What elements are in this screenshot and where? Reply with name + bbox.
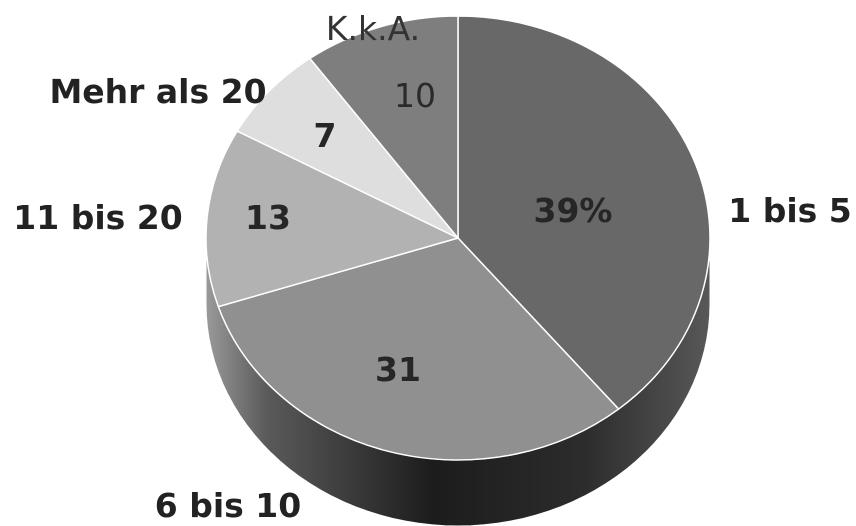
- slice-value-kka: 10: [394, 76, 436, 115]
- pie-slice-11-bis-20: [205, 130, 459, 308]
- pie-slice-1-bis-5: [457, 15, 711, 410]
- pie-slice-k-k-a: [309, 15, 459, 239]
- slice-label-6-bis-10: 6 bis 10: [155, 486, 301, 525]
- slice-label-kka: K.k.A.: [326, 9, 420, 48]
- pie-slice-6-bis-10: [217, 237, 620, 461]
- slice-label-mehr-als-20: Mehr als 20: [49, 72, 266, 111]
- slice-value-6-bis-10: 31: [375, 350, 421, 389]
- slice-value-1-bis-5: 39%: [534, 191, 613, 230]
- slice-value-mehr-als-20: 7: [314, 116, 337, 155]
- pie-labels: 1 bis 5 6 bis 10 11 bis 20 Mehr als 20 K…: [13, 9, 851, 525]
- pie-slice-mehr-als-20: [236, 57, 459, 239]
- slice-label-11-bis-20: 11 bis 20: [13, 198, 182, 237]
- pie-slices: [205, 15, 711, 461]
- slice-value-11-bis-20: 13: [245, 198, 291, 237]
- slice-label-1-bis-5: 1 bis 5: [728, 191, 851, 230]
